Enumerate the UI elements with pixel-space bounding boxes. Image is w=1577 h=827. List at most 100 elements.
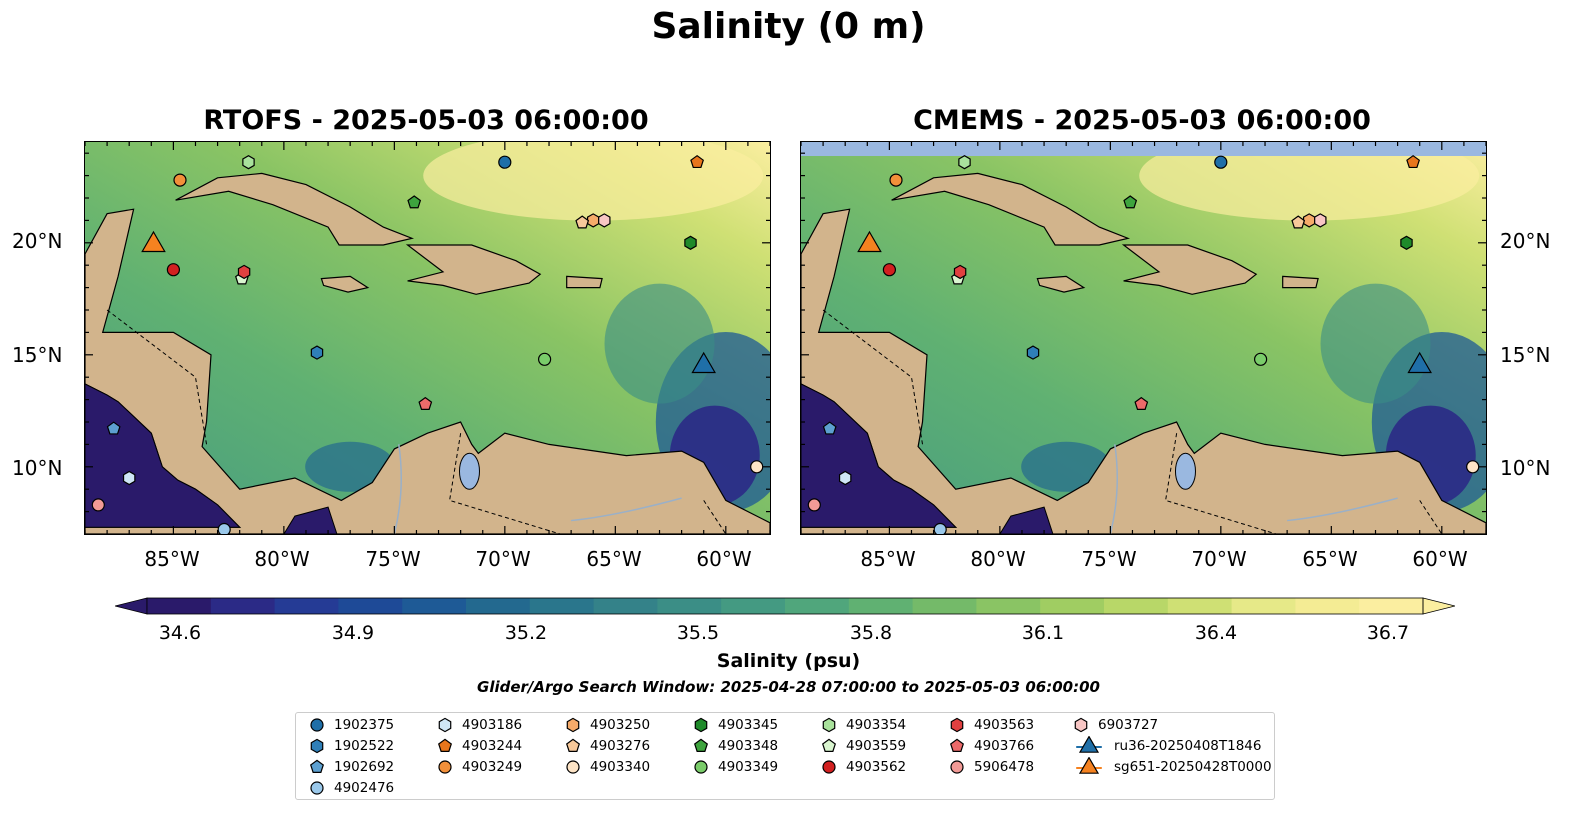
colorbar [115,597,1455,615]
platform-4903349[interactable] [538,352,552,366]
platform-1902375[interactable] [1214,155,1228,169]
legend-item: 4903340 [564,757,650,777]
lon-label-80w: 80°W [254,547,310,571]
platform-4903354[interactable] [958,155,971,170]
platform-1902692[interactable] [822,421,837,435]
circle-icon [950,760,964,774]
legend: 1902375 1902522 1902692 4902476 4903186 49032… [295,712,1275,800]
legend-label: 5906478 [974,759,1035,775]
legend-marker [438,717,452,733]
legend-label: 4903250 [590,717,651,733]
lat-label-10n-right: 10°N [1500,456,1551,480]
platform-4903244[interactable] [1406,154,1420,169]
platform-4902476[interactable] [933,522,947,535]
legend-label: 4903349 [718,759,779,775]
platform-1902692[interactable] [106,421,121,435]
platform-4903349[interactable] [1254,352,1268,366]
platform-4903562[interactable] [882,263,897,277]
platform-4903766[interactable] [418,396,433,410]
platform-4903249[interactable] [889,173,903,187]
colorbar-tick: 36.7 [1366,622,1410,644]
platform-4903276[interactable] [1291,215,1306,229]
triangle-line-icon [1076,757,1102,774]
hexagon-icon [566,717,580,733]
legend-label: sg651-20250428T0000 [1114,759,1272,775]
panel-title-cmems: CMEMS - 2025-05-03 06:00:00 [913,105,1371,136]
platform-4903250[interactable] [586,213,600,228]
platform-1902522[interactable] [310,345,324,360]
platform-4903345[interactable] [684,235,697,250]
platform-4903340[interactable] [1466,460,1480,474]
platform-4903348[interactable] [407,195,422,209]
platform-sg651-20250428T0000[interactable] [857,230,882,253]
platform-sg651-20250428T0000[interactable] [141,230,166,253]
legend-marker [950,717,964,733]
legend-marker [822,717,836,733]
platform-4903250[interactable] [1302,213,1316,228]
platform-1902522[interactable] [1026,345,1040,360]
circle-icon [438,760,452,774]
circle-icon [310,718,324,732]
circle-icon [310,781,324,795]
platform-4903244[interactable] [690,154,704,169]
platform-4903563[interactable] [953,264,967,280]
legend-item: 4903276 [564,736,650,756]
platform-4903562[interactable] [166,263,181,277]
lon-label-80w-right: 80°W [970,547,1026,571]
legend-item: 4903348 [692,736,778,756]
legend-item: 4903354 [820,715,906,735]
legend-label: ru36-20250408T1846 [1114,738,1262,754]
platform-4903563[interactable] [237,264,251,280]
platform-4903276[interactable] [575,215,590,229]
lat-label-20n: 20°N [12,229,63,253]
lat-label-10n: 10°N [12,456,63,480]
platform-6903727[interactable] [598,213,611,228]
pentagon-icon [822,738,836,752]
platform-4903766[interactable] [1134,396,1149,410]
platform-5906478[interactable] [807,498,821,512]
circle-icon [822,760,836,774]
circle-icon [694,760,708,774]
colorbar-tick: 35.2 [504,622,548,644]
platform-4903186[interactable] [838,470,852,486]
legend-label: 4903559 [846,738,907,754]
salinity-map-cmems [801,142,1486,534]
hexagon-icon [310,738,324,754]
platform-4903354[interactable] [242,155,255,170]
colorbar-tick: 36.4 [1194,622,1238,644]
platform-1902375[interactable] [498,155,512,169]
legend-marker [566,760,580,774]
platform-6903727[interactable] [1314,213,1327,228]
legend-marker [822,760,836,774]
hexagon-icon [694,717,708,733]
land-jam [1036,275,1086,293]
platform-5906478[interactable] [91,498,105,512]
lon-label-75w-right: 75°W [1081,547,1137,571]
platform-4903340[interactable] [750,460,764,474]
legend-item: 4903349 [692,757,778,777]
legend-label: 4902476 [334,780,395,796]
colorbar-tick: 36.1 [1021,622,1065,644]
salinity-map-rtofs [85,142,770,534]
map-panel-rtofs[interactable] [84,141,771,535]
platform-4903348[interactable] [1123,195,1138,209]
legend-label: 4903354 [846,717,907,733]
pentagon-icon [310,759,324,773]
colorbar-tick: 35.8 [849,622,893,644]
legend-label: 4903563 [974,717,1035,733]
legend-label: 4903249 [462,759,523,775]
platform-ru36-20250408T1846[interactable] [1407,351,1432,374]
platform-ru36-20250408T1846[interactable] [691,351,716,374]
platform-4903249[interactable] [173,173,187,187]
legend-item: 5906478 [948,757,1034,777]
platform-4902476[interactable] [217,522,231,535]
platform-4903345[interactable] [1400,235,1413,250]
legend-label: 4903345 [718,717,779,733]
platform-4903186[interactable] [122,470,136,486]
map-panel-cmems[interactable] [800,141,1487,535]
land-cuba [891,172,1131,246]
legend-item: 1902692 [308,757,394,777]
legend-item: ru36-20250408T1846 [1072,736,1261,756]
legend-marker [1074,717,1088,733]
lon-label-60w-right: 60°W [1412,547,1468,571]
